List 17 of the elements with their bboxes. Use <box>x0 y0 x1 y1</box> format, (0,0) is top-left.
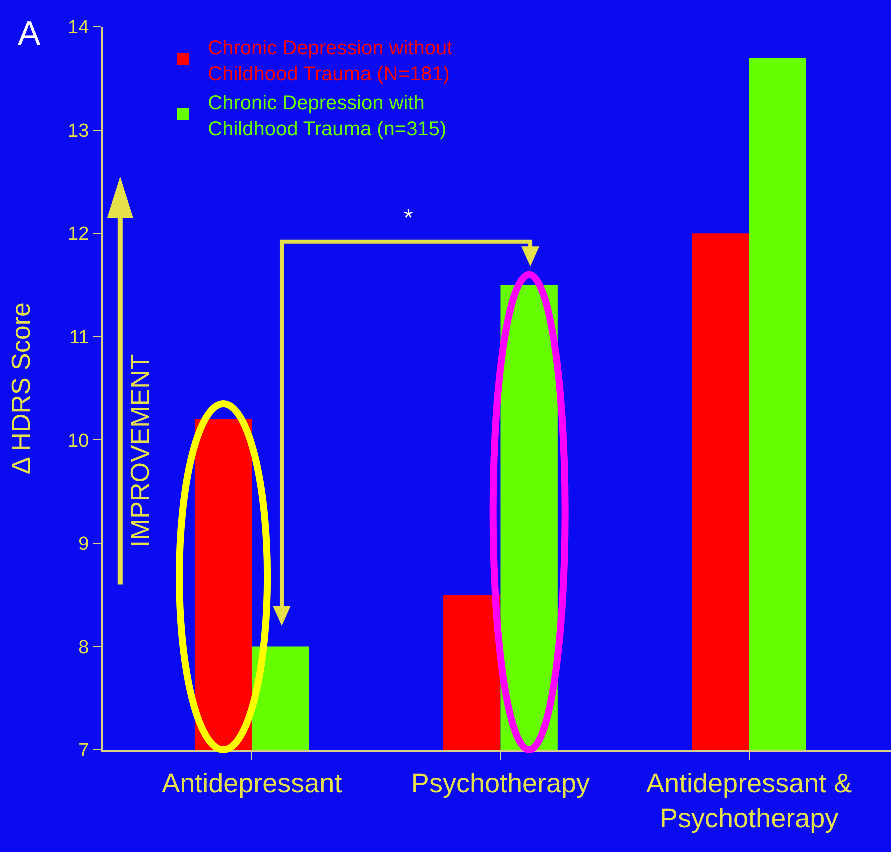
y-tick-label: 11 <box>69 328 90 349</box>
y-tick-label: 12 <box>68 224 90 246</box>
y-tick-label: 10 <box>68 430 90 452</box>
x-tick-label: Antidepressant <box>162 768 343 798</box>
x-tick-label: Antidepressant & Psychotherapy <box>646 768 852 834</box>
y-tick-label: 7 <box>78 740 90 762</box>
y-tick-label: 13 <box>68 120 90 142</box>
y-axis-title: Δ HDRS Score <box>6 302 36 474</box>
y-tick-label: 9 <box>78 534 90 556</box>
legend-label: Chronic Depression without Childhood Trauma (N=181) <box>208 37 454 86</box>
y-tick-label: 14 <box>68 18 90 39</box>
legend-label: Chronic Depression with Childhood Trauma (n=315) <box>208 92 447 140</box>
annotation: IMPROVEMENT <box>124 354 155 548</box>
annotation: * <box>404 205 414 232</box>
text: A <box>18 15 41 53</box>
x-tick-label: Psychotherapy <box>411 768 591 798</box>
y-tick-label: 8 <box>78 637 90 658</box>
